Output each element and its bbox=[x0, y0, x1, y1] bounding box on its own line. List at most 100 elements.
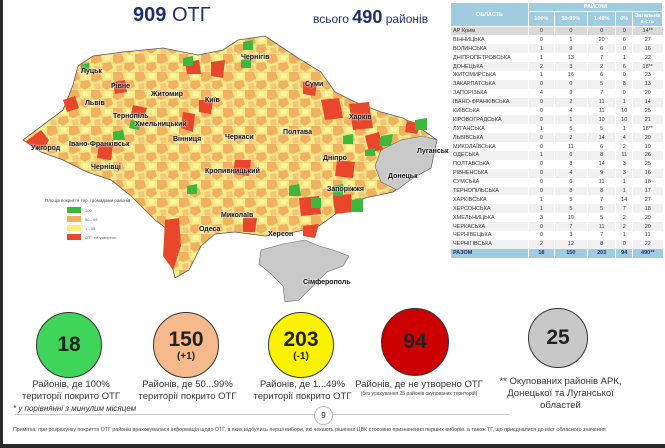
table-cell: 16 bbox=[632, 44, 663, 54]
table-cell: 7 bbox=[586, 53, 616, 63]
table-cell: 2 bbox=[586, 62, 616, 71]
total-count: 490 bbox=[352, 7, 383, 27]
table-cell: 6 bbox=[586, 44, 616, 54]
table-cell: 5 bbox=[553, 195, 588, 205]
caption-line: території покрито ОТГ bbox=[22, 391, 120, 402]
col-header-0: 0% bbox=[615, 11, 633, 27]
summary-value: 94 bbox=[403, 330, 427, 353]
caption-line: Районів, де 1...49% bbox=[259, 379, 346, 390]
table-cell: 5 bbox=[586, 213, 616, 223]
table-cell: 0 bbox=[528, 230, 555, 240]
table-cell: 19 bbox=[632, 142, 663, 151]
region-name: ЗАКАРПАТСЬКА bbox=[450, 79, 529, 89]
table-cell: 5 bbox=[586, 204, 616, 214]
city-label-poltava: Полтава bbox=[283, 129, 313, 136]
table-cell: 0 bbox=[615, 88, 633, 98]
table-cell: 6 bbox=[615, 35, 633, 45]
table-row: ПОЛТАВСЬКА 0 8 14 3 25 bbox=[450, 159, 663, 169]
table-cell: 10 bbox=[615, 106, 633, 116]
table-cell: 20 bbox=[632, 213, 663, 223]
table-cell: 0 bbox=[553, 79, 588, 89]
table-row: ІВАНО-ФРАНКІВСЬКА 0 2 11 1 14 bbox=[450, 97, 663, 107]
table-cell: 18** bbox=[632, 62, 663, 71]
table-cell: 2 bbox=[615, 142, 633, 151]
legend-label: ОТГ не утворено bbox=[85, 234, 117, 240]
table-cell: 11 bbox=[586, 222, 616, 231]
table-cell: 1 bbox=[528, 70, 555, 80]
table-cell: 14 bbox=[586, 159, 616, 169]
city-label-zhytomyr: Житомир bbox=[151, 91, 183, 98]
table-cell: 16 bbox=[632, 168, 663, 178]
city-label-rivne: Рівне bbox=[111, 83, 131, 90]
otg-total-title: 909 ОТГ bbox=[133, 4, 211, 27]
summary-caption-50-99: Районів, де 50...99% території покрито О… bbox=[125, 379, 250, 403]
table-cell: 22 bbox=[632, 53, 663, 63]
table-row: ДНІПРОПЕТРОВСЬКА 1 13 7 1 22 bbox=[450, 53, 663, 63]
table-row: ЛУГАНСЬКА 1 5 5 1 18** bbox=[450, 124, 663, 134]
table-cell: 0 bbox=[528, 97, 555, 107]
table-row: ВІННИЦЬКА 0 1 20 6 27 bbox=[450, 35, 663, 45]
region-name: ВОЛИНСЬКА bbox=[450, 44, 529, 54]
table-cell: 0 bbox=[528, 159, 555, 169]
table-cell: 14 bbox=[586, 133, 616, 143]
city-label-lviv: Львів bbox=[85, 100, 105, 107]
city-label-dnipro: Дніпро bbox=[323, 155, 347, 162]
table-cell: 7 bbox=[586, 230, 616, 240]
table-cell: 8 bbox=[586, 150, 616, 160]
table-cell: 0 bbox=[528, 186, 555, 196]
table-total-row: РАЗОМ 18 150 203 94 490** bbox=[450, 248, 663, 258]
caption-line: ** Окупованих районів АРК, bbox=[499, 376, 622, 387]
legend-label: 50 - 99 bbox=[85, 216, 98, 222]
table-cell: 25 bbox=[632, 159, 663, 169]
comparison-footnote: * у порівнянні з минулим місяцем bbox=[13, 404, 137, 413]
city-label-simferopol: Сімферополь bbox=[303, 279, 351, 286]
districts-total-title: всього 490 районів bbox=[313, 7, 428, 28]
table-cell: 2 bbox=[528, 239, 555, 249]
table-cell: 0 bbox=[528, 106, 555, 116]
table-cell: 1 bbox=[528, 124, 555, 134]
table-cell: 203 bbox=[586, 248, 616, 258]
summary-value: 18 bbox=[57, 333, 81, 356]
table-cell: 0 bbox=[528, 133, 555, 143]
table-cell: 1 bbox=[528, 150, 555, 160]
table-cell: 9 bbox=[553, 88, 588, 98]
otg-label: ОТГ bbox=[171, 4, 211, 26]
table-cell: 26 bbox=[632, 150, 663, 160]
calculation-note: Примітка: при розрахунку покриття ОТГ ра… bbox=[13, 427, 606, 433]
city-label-sumy: Суми bbox=[305, 81, 324, 88]
table-row: ОДЕСЬКА 1 6 8 11 26 bbox=[450, 150, 663, 160]
table-cell: 8 bbox=[615, 79, 633, 89]
city-label-ivano-frankivsk: Івано-Франківськ bbox=[69, 141, 130, 148]
table-cell: 4 bbox=[553, 106, 588, 116]
region-name: ДОНЕЦЬКА bbox=[450, 62, 529, 71]
map-legend: Площа покриття тер. громадами районів 10… bbox=[45, 198, 130, 242]
table-cell: 9 bbox=[586, 168, 616, 178]
table-cell: 6 bbox=[586, 70, 616, 80]
table-cell: 1 bbox=[615, 124, 633, 134]
region-name: КІРОВОГРАДСЬКА bbox=[450, 115, 529, 125]
table-cell: 10 bbox=[615, 115, 633, 125]
table-row: ЧЕРКАСЬКА 0 7 11 2 20 bbox=[450, 222, 663, 231]
table-cell: 7 bbox=[586, 195, 616, 205]
table-cell: 150 bbox=[553, 248, 588, 258]
summary-value: 203 bbox=[283, 327, 319, 351]
summary-value: 150 bbox=[168, 327, 204, 351]
table-cell: 14 bbox=[632, 97, 663, 107]
city-label-ternopil: Тернопіль bbox=[113, 113, 149, 120]
city-label-donetsk: Донецьк bbox=[388, 173, 418, 180]
region-name: СУМСЬКА bbox=[450, 177, 529, 187]
city-label-odesa: Одеса bbox=[199, 226, 221, 233]
table-row: ЛЬВІВСЬКА 0 2 14 4 20 bbox=[450, 133, 663, 143]
table-cell: 4 bbox=[615, 133, 633, 143]
legend-item-1-49: 1 - 49 bbox=[67, 224, 130, 232]
table-cell: 10 bbox=[586, 115, 616, 125]
caption-line: Донецької та Луганської областей bbox=[507, 388, 614, 411]
city-label-chernihiv: Чернігів bbox=[241, 54, 270, 61]
table-cell: 0 bbox=[615, 239, 633, 249]
table-cell: 0 bbox=[528, 142, 555, 151]
region-name: РІВНЕНСЬКА bbox=[450, 168, 529, 178]
legend-title: Площа покриття тер. громадами районів bbox=[45, 198, 131, 203]
table-cell: 20 bbox=[632, 133, 663, 143]
table-cell: 94 bbox=[615, 248, 633, 258]
table-cell: 0 bbox=[586, 26, 616, 36]
